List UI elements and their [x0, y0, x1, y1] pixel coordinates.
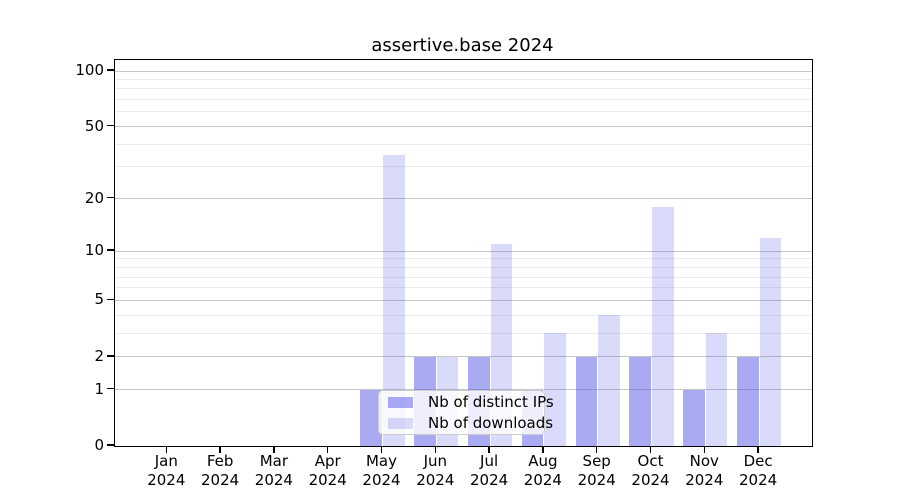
x-tick-label: Aug 2024	[523, 452, 562, 489]
y-tick-label: 2	[94, 346, 104, 365]
y-tick-mark	[107, 444, 114, 446]
bar-downloads	[705, 333, 728, 446]
gridline-minor	[115, 332, 812, 334]
x-tick-label: Apr 2024	[308, 452, 347, 489]
x-tick-label: Feb 2024	[201, 452, 240, 489]
x-tick-mark	[326, 446, 329, 453]
x-tick-label: Dec 2024	[739, 452, 778, 489]
legend-swatch-distinct-ips	[388, 396, 413, 408]
gridline-minor	[115, 258, 812, 260]
x-tick-mark	[488, 446, 490, 453]
x-tick-mark	[649, 446, 652, 453]
chart-title: assertive.base 2024	[371, 35, 554, 56]
gridline-major	[115, 356, 812, 358]
y-tick-label: 100	[75, 61, 104, 79]
x-tick-mark	[757, 446, 759, 453]
gridline-minor	[115, 276, 812, 278]
x-tick-label: Mar 2024	[254, 452, 293, 489]
bar-downloads	[598, 315, 620, 446]
x-tick-mark	[542, 446, 544, 453]
bar-downloads	[544, 333, 566, 446]
y-tick-mark	[107, 387, 114, 390]
bar-downloads	[759, 237, 782, 446]
x-tick-label: Sep 2024	[577, 452, 616, 489]
y-tick-mark	[107, 196, 114, 199]
y-tick-label: 50	[84, 116, 104, 135]
gridline-major	[115, 299, 812, 301]
y-tick-label: 20	[84, 188, 104, 207]
legend-label-distinct-ips: Nb of distinct IPs	[428, 393, 554, 411]
y-tick-mark	[107, 354, 114, 357]
bar-distinct-ips	[683, 389, 705, 446]
x-tick-mark	[434, 446, 437, 453]
legend-item-downloads: Nb of downloads	[388, 414, 553, 432]
y-tick-label: 0	[94, 436, 104, 454]
y-tick-label: 5	[94, 290, 104, 309]
bar-distinct-ips	[737, 356, 759, 446]
legend-swatch-downloads	[388, 417, 413, 429]
bar-downloads	[652, 206, 674, 446]
bar-distinct-ips	[575, 356, 598, 446]
bar-distinct-ips	[360, 389, 382, 446]
gridline-minor	[115, 78, 812, 80]
gridline-minor	[115, 266, 812, 268]
x-tick-mark	[380, 446, 383, 453]
gridline-minor	[115, 314, 812, 316]
bar-distinct-ips	[629, 356, 651, 446]
x-tick-label: Jul 2024	[470, 452, 509, 489]
gridline-minor	[115, 111, 812, 113]
gridline-major	[115, 70, 812, 72]
x-tick-label: Jan 2024	[147, 452, 186, 489]
gridline-major	[115, 126, 812, 128]
gridline-minor	[115, 88, 812, 90]
gridline-minor	[115, 99, 812, 101]
x-tick-label: May 2024	[362, 452, 401, 489]
gridline-major	[115, 389, 812, 391]
legend: Nb of distinct IPs Nb of downloads	[378, 390, 554, 435]
bar-downloads	[383, 154, 405, 446]
y-tick-mark	[107, 249, 114, 251]
x-tick-label: Oct 2024	[631, 452, 670, 489]
legend-item-distinct-ips: Nb of distinct IPs	[388, 393, 554, 411]
y-tick-label: 10	[84, 241, 104, 260]
gridline-minor	[115, 143, 812, 145]
x-tick-mark	[595, 446, 598, 453]
y-tick-mark	[107, 69, 114, 71]
x-tick-mark	[165, 446, 168, 453]
legend-label-downloads: Nb of downloads	[428, 414, 554, 432]
y-tick-label: 1	[94, 379, 104, 398]
x-tick-mark	[703, 446, 706, 453]
gridline-major	[115, 198, 812, 200]
x-tick-mark	[273, 446, 275, 453]
y-tick-mark	[107, 298, 114, 301]
gridline-minor	[115, 166, 812, 168]
plot-area	[114, 59, 813, 447]
gridline-major	[115, 250, 812, 252]
x-tick-label: Nov 2024	[685, 452, 724, 489]
gridline-minor	[115, 287, 812, 289]
x-tick-label: Jun 2024	[416, 452, 455, 489]
y-tick-mark	[107, 124, 114, 127]
x-tick-mark	[219, 446, 221, 453]
